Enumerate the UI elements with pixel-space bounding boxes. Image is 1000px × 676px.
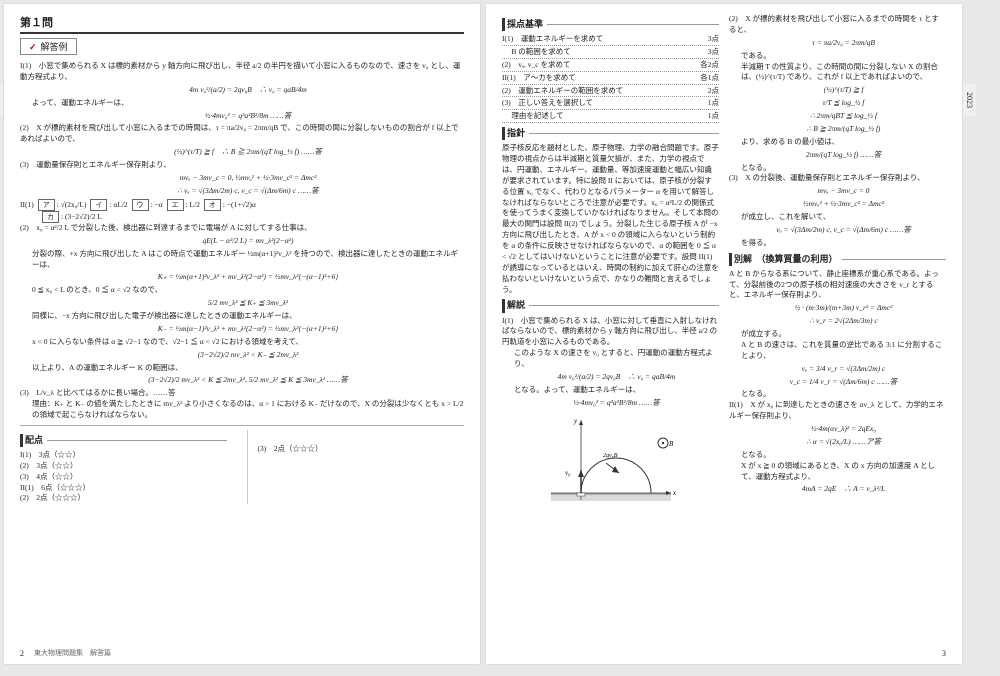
bekkai-text3: A と B の速さは、これを質量の逆比である 3:1 に分割することより、	[741, 340, 946, 362]
eq-ii2c: K₊ = ½m(α+1)²v_λ² + mv_λ²(2−α²) = ½mv_λ²…	[32, 272, 464, 283]
eq-c3e: ∴ B ≧ 2πm/(qT log_½ f)	[741, 124, 946, 135]
eq-ii2e: K₋ = ½m(α−1)²v_λ² + mv_λ²(2−α²) = ½mv_λ²…	[32, 324, 464, 335]
bekkai-text: A と B からなる系について、静止座標系が重心系である。よって、分裂前後の2つ…	[729, 269, 946, 302]
eq-ii1a: ½·4m(αv_λ)² = 2qEx₀	[741, 424, 946, 435]
shishin-header: 指針	[502, 127, 719, 140]
text-ii3b: 理由：K₊ と K₋ の値を満たしたときに mv_λ² より小さくなるのは、α …	[32, 399, 464, 421]
eq-i3a: mvₐ − 3mv_c = 0, ½mvₐ² + ½·3mv_c² = Δmc²	[32, 173, 464, 184]
box-ka: カ	[42, 211, 59, 223]
eq-ii2f: (3−2√2)/2 mv_λ² < K₋ ≦ 2mv_λ²	[32, 350, 464, 361]
haiten-item: (2) 3点（☆☆）	[20, 461, 227, 472]
text-i2: (2) X が標的素材を飛び出して小窓に入るまでの時間は、τ = πa/2v₀ …	[20, 123, 464, 145]
col3-ii1c: X が x ≧ 0 の領域にあるとき、X の x 方向の加速度 A として、運動…	[741, 461, 946, 483]
text-ii1: II(1) ア: √(2x₀/L) イ: αL/2 ウ: −α エ: L/2 オ…	[20, 199, 464, 211]
right-col-1: 採点基準 I(1) 運動エネルギーを求めて3点 B の範囲を求めて3点 (2) …	[502, 14, 719, 511]
text-ii3: (3) L/v_λ と比べてはるかに長い場合。……答	[20, 388, 464, 399]
box-u: ウ	[132, 199, 149, 211]
kaisetsu-i1b: このような X の速さを v₀ とすると、円運動の運動方程式より、	[514, 348, 719, 370]
eq-ii1c: 4mA = 2qE ∴ A = v_λ²/L	[741, 484, 946, 495]
eq-c3f: 2πm/(qT log_½ f) ……答	[741, 150, 946, 161]
svg-text:v₀: v₀	[565, 469, 571, 477]
text-ii2d: 0 ≦ x₀ < L のとき、0 ≦ α < √2 なので、	[32, 285, 464, 296]
eq-c3b: (½)^(τ/T) ≧ f	[741, 85, 946, 96]
book-title: 東大物理問題集 解答篇	[34, 648, 111, 658]
box-a: ア	[38, 199, 55, 211]
scoring-header: 採点基準	[502, 18, 719, 31]
left-page: 2023 第１問 解答例 I(1) 小窓で集められる X は標的素材から y 軸…	[4, 4, 480, 664]
svg-text:B: B	[669, 440, 674, 448]
eq-ii2d: 5/2 mv_λ² ≦ K₊ ≦ 3mv_λ²	[32, 298, 464, 309]
eq-ii1b: ∴ α = √(2x₀/L) ……ア答	[741, 437, 946, 448]
kaisetsu-i1: I(1) 小窓で集められる X は、小窓に対して垂直に入射しなければならないので…	[502, 316, 719, 349]
svg-text:2qv₀B: 2qv₀B	[603, 453, 618, 459]
text-ii2f: x < 0 に入らない条件は α ≧ √2−1 なので、√2−1 ≦ α < √…	[32, 337, 464, 348]
scoring-row: (3) 正しい答えを選択して1点	[502, 98, 719, 110]
problem-number: 第１問	[20, 14, 464, 34]
eq-bk3: vₐ = 3/4 v_r = √(3Δm/2m) c	[741, 364, 946, 375]
eq-c3c: τ/T ≦ log_½ f	[741, 98, 946, 109]
eq-ii2g: (3−2√2)/2 mv_λ² < K ≦ 2mv_λ², 5/2 mv_λ² …	[32, 375, 464, 386]
shishin-text: 原子核反応を題材とした、原子物理、力学の融合問題です。原子物理の視点からは半減期…	[502, 143, 719, 295]
year-tab-left: 2023	[0, 84, 3, 116]
col3-ii1: II(1) X が x₀ に到達したときの速さを αv_λ として、力学的エネル…	[729, 400, 946, 422]
x-axis-label: x	[672, 489, 677, 497]
right-col-2: (2) X が標的素材を飛び出して小窓に入るまでの時間を τ とすると、 τ =…	[729, 14, 946, 511]
text-ii2g: 以上より、A の運動エネルギー K の範囲は、	[32, 363, 464, 374]
eq-i2: (½)^(τ/T) ≧ f ∴ B ≧ 2πm/(qT log_½ f) ……答	[32, 147, 464, 158]
left-col-1: I(1) 小窓で集められる X は標的素材から y 軸方向に飛び出し、半径 a/…	[20, 61, 464, 504]
eq-c3h: ½mvₐ² + ½·3mv_c² = Δmc²	[741, 199, 946, 210]
haiten-item: (2) 2点（☆☆☆）	[20, 493, 227, 504]
scoring-row: (2) vₐ, v_c を求めて各2点	[502, 60, 719, 72]
scoring-row: (2) 運動エネルギーの範囲を求めて2点	[502, 86, 719, 98]
box-o: オ	[204, 199, 221, 211]
eq-bk2: ∴ v_r = 2√(2Δm/3m) c	[741, 316, 946, 327]
box-i: イ	[90, 199, 107, 211]
eq-k1b: ½·4mv₀² = q²a²B²/8m ……答	[514, 398, 719, 409]
year-tab-right: 2023	[963, 84, 976, 116]
eq-bk1: ½ · (m·3m)/(m+3m) v_r² = Δmc²	[741, 303, 946, 314]
text-ii2e: 同様に、−x 方向に飛び出した電子が検出器に達したときの運動エネルギーは、	[32, 311, 464, 322]
haiten-item: (3) 4点（☆☆）	[20, 472, 227, 483]
scoring-row: I(1) 運動エネルギーを求めて3点	[502, 34, 719, 46]
scoring-row: II(1) ア〜カを求めて各1点	[502, 73, 719, 85]
haiten-right: (3) 2点（☆☆☆）	[258, 444, 465, 455]
box-e: エ	[167, 199, 184, 211]
eq-ii2a: qE(L − α²/2 L) = mv_λ²(2−α²)	[32, 236, 464, 247]
trajectory-diagram: x y v₀ 2qv₀B B	[541, 415, 681, 505]
text-i3: (3) 運動量保存則とエネルギー保存則より、	[20, 160, 464, 171]
text-ii2: (2) x₀ = α²/2 L で分裂した後、検出器に到達するまでに電場が A …	[20, 223, 464, 234]
bekkai-header: 別解 （換算質量の利用）	[729, 253, 946, 266]
eq-c3i: vₐ = √(3Δm/2m) c, v_c = √(Δm/6m) c ……答	[741, 225, 946, 236]
eq-k1a: 4m v₀²/(a/2) = 2qv₀B ∴ v₀ = qaB/4m	[514, 372, 719, 383]
page-number-right: 3	[942, 649, 946, 658]
haiten-header: 配点	[20, 434, 227, 447]
eq-i3b: ∴ vₐ = √(3Δm/2m) c, v_c = √(Δm/6m) c ……答	[32, 186, 464, 197]
col3-i2: (2) X が標的素材を飛び出して小窓に入るまでの時間を τ とすると、	[729, 14, 946, 36]
right-page: 2023 採点基準 I(1) 運動エネルギーを求めて3点 B の範囲を求めて3点…	[486, 4, 962, 664]
haiten-item: I(1) 3点（☆☆）	[20, 450, 227, 461]
kaisetsu-i1c: となる。よって、運動エネルギーは、	[514, 385, 719, 396]
text-i1: I(1) 小窓で集められる X は標的素材から y 軸方向に飛び出し、半径 a/…	[20, 61, 464, 83]
scoring-row: B の範囲を求めて3点	[502, 47, 719, 59]
scoring-row: 理由を記述して1点	[502, 111, 719, 123]
y-axis-label: y	[573, 417, 578, 425]
haiten-item: II(1) 6点（☆☆☆）	[20, 483, 227, 494]
kaisetsu-header: 解説	[502, 299, 719, 312]
text-i1b: よって、運動エネルギーは、	[32, 98, 464, 109]
eq-bk4: v_c = 1/4 v_r = √(Δm/6m) c ……答	[741, 377, 946, 388]
answer-example-label: 解答例	[20, 38, 77, 55]
page-number-left: 2	[20, 649, 24, 658]
text-ii2b: 分裂の際、+x 方向に飛び出した A はこの時点で運動エネルギー ½m(α+1)…	[32, 249, 464, 271]
eq-c3a: τ = πa/2v₀ = 2πm/qB	[741, 38, 946, 49]
col3-i2c: 半減期 T の性質より、この時間の間に分裂しない X の割合は、(½)^(τ/T…	[741, 62, 946, 84]
eq-i1a: 4m v₀²/(a/2) = 2qv₀B ∴ v₀ = qaB/4m	[32, 85, 464, 96]
eq-c3g: mvₐ − 3mv_c = 0	[741, 186, 946, 197]
col3-i3: (3) X の分裂後、運動量保存則とエネルギー保存則より、	[729, 173, 946, 184]
eq-c3d: ∴ 2πm/qBT ≦ log_½ f	[741, 111, 946, 122]
eq-i1b: ½·4mv₀² = q²a²B²/8m ……答	[32, 111, 464, 122]
